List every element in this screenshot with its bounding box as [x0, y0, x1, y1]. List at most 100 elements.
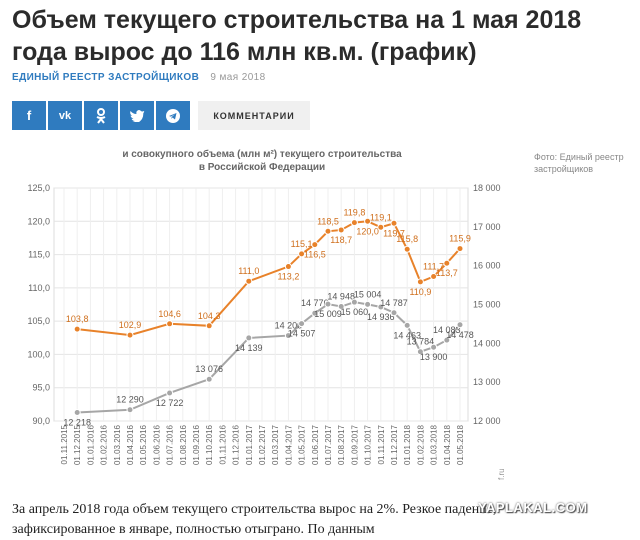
plot-area	[53, 187, 469, 422]
data-label: 115,9	[449, 234, 471, 244]
x-tick-label: 01.04.2016	[126, 424, 135, 465]
data-label: 14 139	[235, 343, 263, 353]
y-left-tick-label: 125,0	[27, 183, 50, 193]
x-tick-label: 01.02.2018	[416, 424, 425, 465]
x-tick-label: 01.10.2017	[364, 424, 373, 465]
y-left-tick-label: 105,0	[27, 316, 50, 326]
data-point	[245, 277, 253, 285]
data-point	[284, 263, 292, 271]
data-label: 118,5	[317, 216, 339, 226]
y-left-tick-label: 110,0	[28, 283, 50, 293]
data-point	[324, 227, 332, 235]
data-point	[364, 217, 372, 225]
data-label: 110,9	[409, 287, 431, 297]
data-point	[126, 331, 134, 339]
y-left-tick-label: 120,0	[27, 216, 50, 226]
data-label: 14 776	[301, 298, 329, 308]
data-point	[416, 278, 424, 286]
y-right-tick-label: 13 000	[473, 377, 501, 387]
data-label: 119,8	[343, 208, 365, 218]
data-point	[205, 322, 213, 330]
x-tick-label: 01.03.2016	[113, 424, 122, 465]
x-tick-label: 01.05.2018	[456, 424, 465, 465]
x-tick-label: 01.08.2017	[337, 424, 346, 465]
x-tick-label: 01.08.2016	[179, 424, 188, 465]
x-tick-label: 01.02.2017	[258, 424, 267, 465]
comments-button[interactable]: Комментарии	[198, 101, 310, 130]
data-point	[205, 375, 213, 383]
data-label: 119,1	[370, 212, 392, 222]
data-point	[390, 219, 398, 227]
data-point	[364, 300, 372, 308]
x-tick-label: 01.09.2017	[350, 424, 359, 465]
x-tick-label: 01.03.2017	[271, 424, 280, 465]
odnoklassniki-icon	[96, 107, 106, 124]
twitter-share-button[interactable]	[120, 101, 154, 130]
y-left-tick-label: 90,0	[32, 416, 50, 426]
chart-subtitle: в Российской Федерации	[199, 162, 325, 173]
article-meta: Единый реестр застройщиков 9 мая 2018	[12, 72, 266, 83]
data-point	[350, 298, 358, 306]
y-right-tick-label: 14 000	[473, 338, 501, 348]
data-point	[416, 348, 424, 356]
vk-icon: vk	[58, 109, 72, 122]
data-label: 13 784	[407, 337, 435, 347]
data-label: 14 936	[367, 312, 395, 322]
y-right-tick-label: 17 000	[473, 222, 501, 232]
data-point	[390, 309, 398, 317]
data-point	[73, 325, 81, 333]
data-label: 13 076	[195, 364, 223, 374]
data-point	[245, 334, 253, 342]
x-tick-label: 01.05.2016	[139, 424, 148, 465]
data-label: 102,9	[119, 320, 142, 330]
data-label: 111,7	[423, 262, 444, 272]
data-label: 116,5	[304, 250, 326, 260]
data-point	[324, 300, 332, 308]
x-tick-label: 01.06.2016	[152, 424, 161, 465]
x-tick-label: 01.06.2017	[311, 424, 320, 465]
data-point	[311, 241, 319, 249]
data-label: 104,3	[198, 311, 221, 321]
data-label: 14 463	[393, 330, 421, 340]
article-date: 9 мая 2018	[210, 72, 266, 83]
data-point	[403, 245, 411, 253]
data-label: 14 478	[446, 330, 474, 340]
x-tick-label: 01.01.2017	[245, 424, 254, 465]
chart-svg: и совокупного объема (млн м²) текущего с…	[27, 148, 506, 480]
data-label: 12 722	[156, 398, 184, 408]
data-point	[443, 336, 451, 344]
y-left-tick-label: 95,0	[32, 383, 50, 393]
data-label: 12 290	[116, 395, 144, 405]
data-point	[298, 320, 306, 328]
data-label: 120,0	[356, 226, 379, 236]
data-point	[166, 320, 174, 328]
y-left-tick-label: 115,0	[28, 250, 50, 260]
article-source-link[interactable]: Единый реестр застройщиков	[12, 72, 200, 83]
x-tick-label: 01.11.2017	[377, 424, 386, 464]
x-tick-label: 01.01.2018	[403, 424, 412, 465]
facebook-share-button[interactable]: f	[12, 101, 46, 130]
y-right-tick-label: 18 000	[473, 183, 501, 193]
data-label: 115,1	[291, 239, 313, 249]
data-label: 113,2	[277, 272, 299, 282]
x-tick-label: 01.03.2018	[430, 424, 439, 465]
data-point	[443, 259, 451, 267]
data-point	[337, 226, 345, 234]
x-tick-label: 01.04.2017	[284, 424, 293, 465]
data-point	[456, 245, 464, 253]
data-point	[311, 309, 319, 317]
telegram-icon	[166, 108, 180, 123]
data-label: 14 083	[433, 325, 461, 335]
article-title: Объем текущего строительства на 1 мая 20…	[12, 6, 582, 66]
share-bar: f vk Комментарии	[12, 101, 310, 130]
data-label: 104,6	[158, 309, 181, 319]
data-label: 111,0	[238, 266, 259, 276]
data-point	[377, 303, 385, 311]
odnoklassniki-share-button[interactable]	[84, 101, 118, 130]
x-tick-label: 01.12.2017	[390, 424, 399, 465]
x-tick-label: 01.01.2016	[86, 424, 95, 465]
site-watermark: YAPLAKAL.COM	[478, 500, 588, 515]
vk-share-button[interactable]: vk	[48, 101, 82, 130]
telegram-share-button[interactable]	[156, 101, 190, 130]
x-tick-label: 01.04.2018	[443, 424, 452, 465]
